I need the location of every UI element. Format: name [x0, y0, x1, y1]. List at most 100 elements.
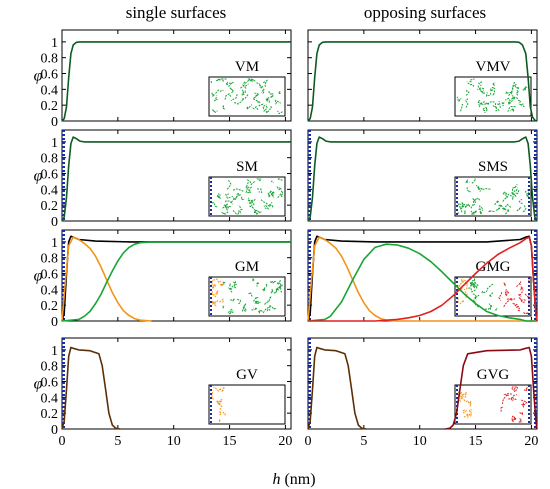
- inset-chain: [486, 283, 494, 292]
- inset-chain: [253, 210, 259, 215]
- inset-chain: [519, 298, 525, 303]
- inset-chain: [280, 190, 284, 196]
- inset-chain: [466, 81, 475, 87]
- inset-chain: [495, 106, 500, 112]
- inset-chain: [476, 99, 484, 105]
- inset-chain: [225, 205, 231, 209]
- inset-chain: [469, 401, 472, 407]
- inset-chain: [251, 307, 260, 311]
- inset-chain: [509, 107, 515, 113]
- inset-chain: [516, 97, 522, 105]
- inset-chain: [498, 204, 503, 210]
- inset-chain: [478, 81, 483, 86]
- inset-chain: [516, 306, 521, 312]
- panel-sm: 00.20.40.60.81 φ SM: [34, 129, 292, 230]
- inset-chain: [510, 396, 517, 401]
- inset-chain: [511, 188, 516, 196]
- x-tick-label: 10: [413, 434, 427, 449]
- inset-chain: [458, 98, 462, 103]
- inset-chain: [500, 405, 504, 412]
- x-tick-label: 15: [469, 434, 483, 449]
- inset-chain: [262, 79, 269, 87]
- inset-chain: [219, 298, 224, 303]
- y-tick-label: 1: [51, 36, 58, 51]
- inset-chain: [221, 387, 226, 392]
- inset-chain: [261, 88, 265, 95]
- panel-gm: 00.20.40.60.81 φ GM: [34, 229, 292, 330]
- inset-chain: [470, 210, 477, 214]
- inset-chain: [518, 418, 523, 423]
- inset-chain: [495, 208, 500, 211]
- y-tick-label: 0.4: [41, 183, 59, 198]
- x-tick-label: 5: [360, 434, 367, 449]
- inset-chain: [257, 309, 261, 314]
- inset-chain: [481, 290, 488, 294]
- y-tick-label: 0.2: [41, 407, 59, 422]
- inset-chain: [456, 96, 459, 101]
- inset-chain: [259, 84, 264, 90]
- inset-chain: [211, 291, 218, 298]
- inset-chain: [232, 188, 245, 193]
- inset-chain: [488, 292, 494, 298]
- y-tick-label: 1: [51, 344, 58, 359]
- inset-chain: [465, 179, 470, 183]
- inset-box: [454, 384, 532, 425]
- inset-chain: [256, 82, 261, 87]
- inset-chain: [241, 89, 245, 97]
- inset-chain: [502, 195, 509, 202]
- y-tick-label: 0.6: [41, 168, 59, 183]
- inset-chain: [258, 102, 265, 107]
- inset-chain: [482, 102, 490, 106]
- inset-chain: [467, 203, 474, 209]
- inset-chain: [229, 298, 236, 302]
- inset-chain: [456, 212, 460, 214]
- inset-chain: [274, 99, 281, 105]
- x-axis-var: h: [272, 471, 280, 488]
- y-tick-label: 0.4: [41, 83, 59, 98]
- y-tick-label: 0: [51, 423, 58, 438]
- inset-chain: [242, 94, 249, 100]
- x-tick-label: 5: [114, 434, 121, 449]
- inset-chain: [214, 290, 219, 296]
- inset-chain: [238, 204, 243, 211]
- inset-chain: [516, 190, 520, 195]
- inset-chain: [515, 89, 520, 96]
- inset-chain: [518, 103, 526, 108]
- inset-chain: [467, 287, 476, 293]
- inset-chain: [253, 296, 259, 302]
- series-line-G: [61, 236, 152, 322]
- inset-chain: [494, 200, 500, 206]
- y-tick-label: 0.6: [41, 268, 59, 283]
- x-tick-label: 0: [305, 434, 312, 449]
- inset-chain: [218, 410, 222, 416]
- inset-chain: [464, 209, 466, 215]
- series-line-M: [307, 243, 537, 322]
- inset-chain: [229, 87, 235, 94]
- inset-chain: [269, 94, 274, 99]
- inset-chain: [213, 278, 222, 284]
- inset-chain: [516, 281, 522, 287]
- inset-chain: [482, 188, 492, 191]
- inset-chain: [487, 100, 495, 105]
- plot-frame: [307, 29, 538, 122]
- inset-chain: [211, 280, 215, 287]
- inset-chain: [277, 178, 283, 181]
- y-tick-label: 0: [51, 215, 58, 230]
- y-axis-label: φ: [34, 68, 43, 85]
- inset-chain: [473, 280, 479, 289]
- inset-chain: [245, 187, 252, 194]
- inset-chain: [267, 190, 272, 198]
- inset-chain: [251, 278, 257, 282]
- y-tick-label: 0.6: [41, 68, 59, 83]
- inset-chain: [511, 387, 518, 393]
- inset-chain: [225, 82, 233, 88]
- inset-chain: [485, 92, 492, 97]
- inset-chain: [232, 210, 240, 215]
- inset-chain: [211, 92, 217, 97]
- inset-chain: [481, 106, 486, 112]
- inset-chain: [213, 386, 222, 392]
- inset-chain: [259, 306, 269, 314]
- inset-chain: [460, 202, 464, 213]
